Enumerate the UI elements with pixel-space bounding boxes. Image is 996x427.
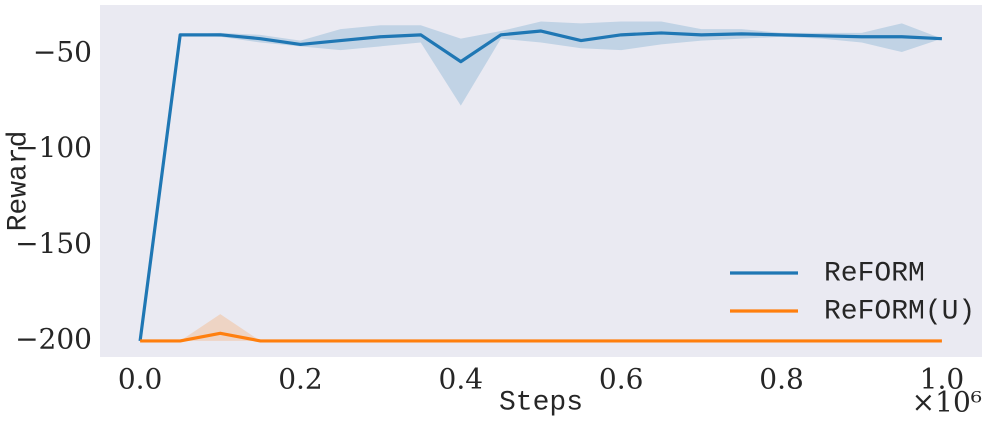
- line: [140, 331, 942, 343]
- y-tick-label: −200: [15, 322, 92, 355]
- y-tick-label: −100: [15, 131, 92, 164]
- legend-label: ReFORM(U): [824, 296, 975, 327]
- x-offset-label: ×10⁶: [912, 386, 982, 419]
- plot-background: [100, 5, 982, 357]
- line: [138, 29, 942, 342]
- legend-label: ReFORM: [824, 258, 925, 289]
- y-axis-label: Reward: [3, 131, 34, 232]
- x-tick-label: 0.2: [278, 363, 323, 396]
- y-tick-label: −50: [33, 35, 92, 68]
- x-tick-label: 0.6: [599, 363, 644, 396]
- x-tick-label: 1.0: [920, 363, 965, 396]
- x-tick-label: 0.0: [118, 363, 163, 396]
- x-tick-label: 0.8: [759, 363, 804, 396]
- y-tick-label: −150: [15, 227, 92, 260]
- x-tick-label: 0.4: [439, 363, 484, 396]
- confidence-band: [140, 314, 942, 341]
- x-axis-label: Steps: [499, 387, 583, 418]
